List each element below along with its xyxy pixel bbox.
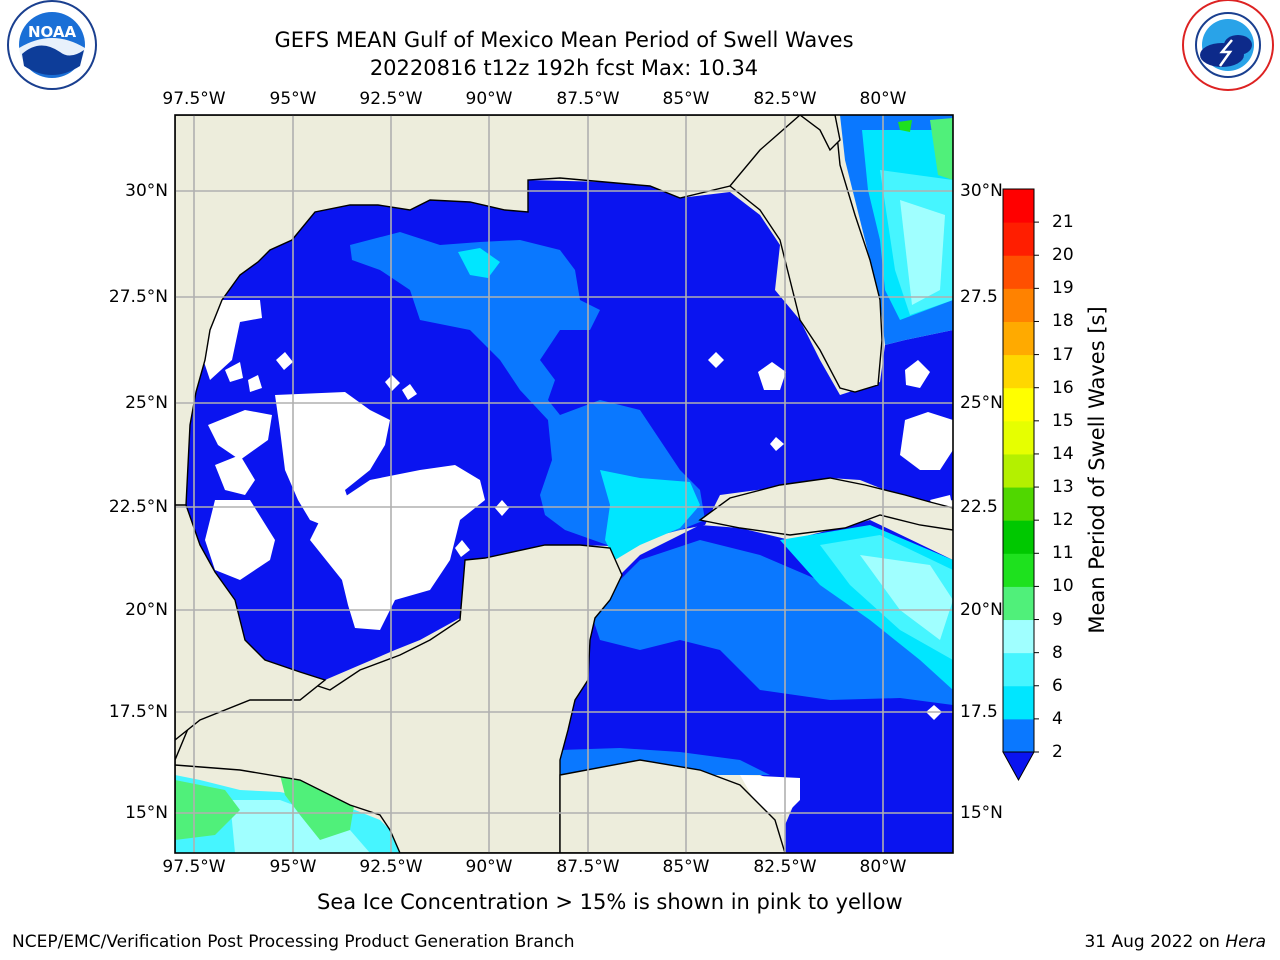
colorbar-frame	[1002, 188, 1035, 753]
graticule	[175, 115, 953, 853]
colorbar-bin	[1003, 354, 1034, 389]
lat-tick-right: 25°N	[960, 393, 1003, 413]
footer-credit: NCEP/EMC/Verification Post Processing Pr…	[12, 932, 575, 952]
colorbar-bin	[1003, 520, 1034, 554]
colorbar-tick-label: 13	[1052, 477, 1074, 498]
colorbar-tick-label: 11	[1052, 543, 1074, 564]
colorbar-tick-label: 21	[1052, 212, 1074, 233]
lat-tick-right: 30°N	[960, 181, 1003, 201]
colorbar-tick-label: 20	[1052, 245, 1074, 266]
colorbar-bin	[1003, 387, 1034, 422]
colorbar-bin	[1003, 586, 1034, 621]
lat-tick-left: 20°N	[125, 600, 168, 620]
map-frame	[174, 114, 954, 854]
lat-tick-right: 17.5	[960, 702, 998, 722]
lon-tick-top: 95°W	[269, 89, 317, 109]
colorbar-bin	[1003, 453, 1034, 488]
colorbar-bin	[1003, 487, 1034, 521]
colorbar-label: Mean Period of Swell Waves [s]	[1085, 306, 1109, 634]
sea-ice-note: Sea Ice Concentration > 15% is shown in …	[317, 890, 903, 914]
chart-title: GEFS MEAN Gulf of Mexico Mean Period of …	[274, 28, 854, 52]
colorbar	[1002, 188, 1039, 782]
lon-tick-top: 90°W	[465, 89, 513, 109]
colorbar-bin	[1003, 652, 1034, 687]
colorbar-bin	[1003, 685, 1034, 720]
colorbar-bin	[1003, 222, 1034, 256]
footer-date: 31 Aug 2022 on Hera	[1084, 932, 1266, 952]
colorbar-tick-label: 15	[1052, 410, 1074, 431]
colorbar-bin	[1003, 718, 1034, 753]
lon-tick-top: 80°W	[859, 89, 907, 109]
footer-host: Hera	[1225, 932, 1266, 952]
noaa-logo-text: NOAA	[28, 23, 77, 41]
colorbar-tick-label: 9	[1052, 609, 1063, 630]
colorbar-bin	[1003, 288, 1034, 322]
lat-tick-right: 15°N	[960, 803, 1003, 823]
lon-tick-top: 82.5°W	[753, 89, 817, 109]
colorbar-bin	[1003, 420, 1034, 455]
lon-tick-bottom: 82.5°W	[753, 857, 817, 877]
lat-tick-left: 17.5°N	[108, 702, 168, 722]
coastlines	[175, 115, 953, 853]
chart-subtitle: 20220816 t12z 192h fcst Max: 10.34	[369, 56, 759, 80]
lat-tick-right: 27.5	[960, 287, 998, 307]
lon-tick-bottom: 95°W	[269, 857, 317, 877]
footer-date-text: 31 Aug 2022 on	[1084, 932, 1220, 952]
colorbar-tick-label: 10	[1052, 576, 1074, 597]
lat-tick-right: 20°N	[960, 600, 1003, 620]
lon-tick-bottom: 97.5°W	[162, 857, 226, 877]
colorbar-bin	[1003, 553, 1034, 587]
lat-tick-left: 30°N	[125, 181, 168, 201]
colorbar-bin	[1003, 255, 1034, 289]
lat-tick-right: 22.5	[960, 497, 998, 517]
lat-tick-left: 27.5°N	[108, 287, 168, 307]
colorbar-tick-label: 2	[1052, 742, 1063, 762]
colorbar-tick-label: 4	[1052, 708, 1063, 729]
colorbar-tick-label: 19	[1052, 278, 1074, 299]
lon-tick-bottom: 92.5°W	[359, 857, 423, 877]
colorbar-bin	[1003, 189, 1034, 223]
lon-tick-bottom: 85°W	[662, 857, 710, 877]
nws-logo	[1182, 0, 1274, 91]
colorbar-tick-label: 14	[1052, 443, 1074, 464]
colorbar-bin	[1003, 321, 1034, 356]
lon-tick-bottom: 87.5°W	[556, 857, 620, 877]
swell-band-north	[350, 232, 705, 546]
colorbar-tick-label: 18	[1052, 311, 1074, 332]
lon-tick-top: 92.5°W	[359, 89, 423, 109]
lat-tick-left: 25°N	[125, 393, 168, 413]
colorbar-bin	[1003, 619, 1034, 654]
lon-tick-top: 85°W	[662, 89, 710, 109]
lon-tick-top: 87.5°W	[556, 89, 620, 109]
colorbar-extend	[1002, 751, 1035, 782]
colorbar-tick-label: 8	[1052, 642, 1063, 663]
colorbar-tick-label: 17	[1052, 344, 1074, 365]
noaa-logo: NOAA	[7, 0, 97, 90]
colorbar-tick-label: 6	[1052, 675, 1063, 696]
lon-tick-bottom: 90°W	[465, 857, 513, 877]
lon-tick-top: 97.5°W	[162, 89, 226, 109]
colorbar-tick-label: 12	[1052, 510, 1074, 531]
colorbar-tick-label: 16	[1052, 377, 1074, 398]
lat-tick-left: 22.5°N	[108, 497, 168, 517]
lat-tick-left: 15°N	[125, 803, 168, 823]
lon-tick-bottom: 80°W	[859, 857, 907, 877]
